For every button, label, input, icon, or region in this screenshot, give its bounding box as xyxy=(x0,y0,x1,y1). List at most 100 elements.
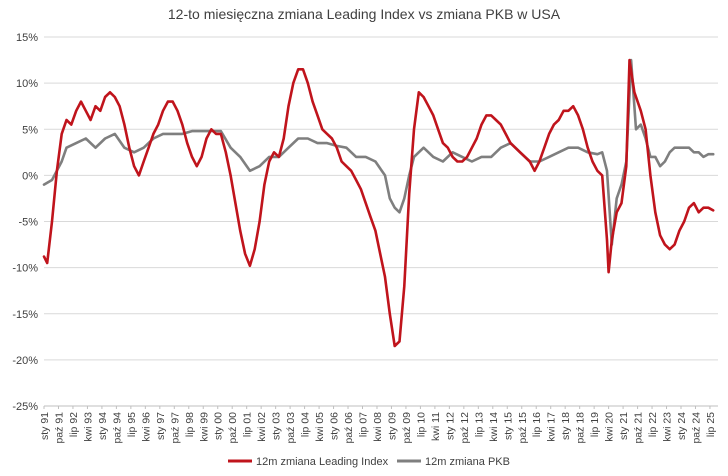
data-point xyxy=(615,211,618,214)
data-point xyxy=(591,160,594,163)
data-point xyxy=(123,146,126,149)
x-tick-label: sty 97 xyxy=(155,412,167,440)
x-tick-label: sty 24 xyxy=(676,412,688,440)
data-point xyxy=(162,133,164,135)
data-point xyxy=(673,146,676,149)
data-point xyxy=(109,91,111,94)
data-point xyxy=(442,142,444,145)
series-lines xyxy=(42,58,715,348)
data-point xyxy=(113,133,116,135)
data-point xyxy=(485,114,488,117)
data-point xyxy=(316,114,319,117)
data-point xyxy=(364,156,367,158)
data-point xyxy=(577,146,579,149)
x-tick-label: kwi 08 xyxy=(372,412,384,442)
data-point xyxy=(567,109,570,112)
data-point xyxy=(249,264,251,267)
data-point xyxy=(326,133,328,135)
data-point xyxy=(524,156,526,158)
data-point xyxy=(688,146,690,149)
data-point xyxy=(480,123,483,126)
data-point xyxy=(205,137,208,140)
x-tick-label: paź 91 xyxy=(53,412,65,444)
data-point xyxy=(567,146,570,149)
x-tick-label: kwi 05 xyxy=(314,412,326,442)
data-point xyxy=(538,160,541,163)
data-point xyxy=(683,146,686,149)
data-point xyxy=(75,142,78,145)
data-point xyxy=(533,169,536,172)
data-point xyxy=(65,119,68,121)
data-point xyxy=(408,192,411,195)
data-point xyxy=(413,156,415,158)
data-point xyxy=(712,209,715,212)
x-tick-label: kwi 93 xyxy=(82,412,94,442)
x-tick-label: lip 98 xyxy=(184,412,196,437)
x-tick-label: sty 06 xyxy=(329,412,341,440)
series-line xyxy=(42,58,715,348)
data-point xyxy=(210,128,213,131)
x-tick-label: sty 94 xyxy=(97,412,109,440)
data-point xyxy=(186,142,189,145)
x-tick-label: lip 95 xyxy=(126,412,138,437)
data-point xyxy=(451,151,454,154)
data-point xyxy=(355,179,357,181)
data-point xyxy=(258,220,261,223)
data-point xyxy=(167,100,169,103)
data-point xyxy=(335,146,338,149)
data-point xyxy=(509,142,512,145)
data-point xyxy=(471,160,473,163)
x-tick-label: lip 92 xyxy=(68,412,80,437)
data-point xyxy=(215,133,218,135)
data-point xyxy=(461,156,464,158)
data-point xyxy=(620,202,623,205)
data-point xyxy=(499,123,502,126)
data-point xyxy=(495,119,497,121)
data-point xyxy=(360,188,362,191)
data-point xyxy=(306,137,309,140)
data-point xyxy=(499,146,502,149)
data-point xyxy=(46,262,49,264)
data-point xyxy=(142,160,145,163)
data-point xyxy=(374,229,377,232)
data-point xyxy=(268,160,271,163)
data-point xyxy=(601,151,604,154)
data-point xyxy=(133,165,136,168)
data-point xyxy=(625,165,628,168)
data-point xyxy=(99,109,102,112)
data-point xyxy=(229,146,232,149)
data-point xyxy=(649,174,652,177)
legend-label: 12m zmiana Leading Index xyxy=(256,456,389,468)
data-point xyxy=(577,114,579,117)
x-tick-label: lip 04 xyxy=(300,412,312,437)
x-tick-label: sty 15 xyxy=(502,412,514,440)
data-point xyxy=(379,252,382,255)
data-point xyxy=(422,146,425,149)
data-point xyxy=(350,169,353,172)
data-point xyxy=(628,59,631,61)
data-point xyxy=(249,169,251,172)
data-point xyxy=(302,68,304,71)
data-point xyxy=(104,137,106,140)
data-point xyxy=(60,160,63,163)
data-point xyxy=(195,165,198,168)
data-point xyxy=(707,206,710,209)
data-point xyxy=(683,220,686,223)
x-tick-label: paź 21 xyxy=(633,412,645,444)
data-point xyxy=(596,153,599,156)
x-tick-label: kwi 14 xyxy=(488,412,500,442)
data-point xyxy=(384,276,386,278)
data-point xyxy=(707,153,710,156)
data-point xyxy=(388,197,391,200)
x-tick-label: kwi 11 xyxy=(430,412,442,441)
x-tick-label: paź 06 xyxy=(343,412,355,444)
data-point xyxy=(287,146,290,149)
data-point xyxy=(364,202,367,205)
x-tick-label: lip 16 xyxy=(531,412,543,437)
x-tick-label: sty 12 xyxy=(444,412,456,440)
x-tick-label: sty 18 xyxy=(560,412,572,440)
data-point xyxy=(162,109,164,112)
data-point xyxy=(644,128,647,131)
data-point xyxy=(388,312,391,315)
data-point xyxy=(292,82,295,84)
